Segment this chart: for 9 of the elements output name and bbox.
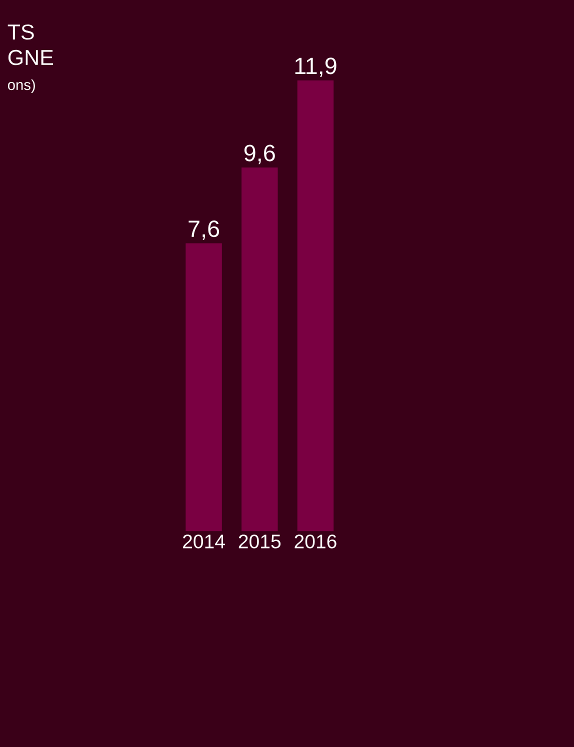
chart-subtitle: GNE <box>8 50 53 66</box>
chart-title: TS <box>8 24 34 40</box>
x-tick-label: 2014 <box>182 534 225 548</box>
data-label: 7,6 <box>188 220 219 240</box>
x-tick-label: 2016 <box>294 534 336 548</box>
x-tick-label: 2015 <box>238 534 280 548</box>
data-label: 11,9 <box>295 58 336 77</box>
text: ons) <box>8 79 35 93</box>
data-label: 9,6 <box>244 144 275 164</box>
